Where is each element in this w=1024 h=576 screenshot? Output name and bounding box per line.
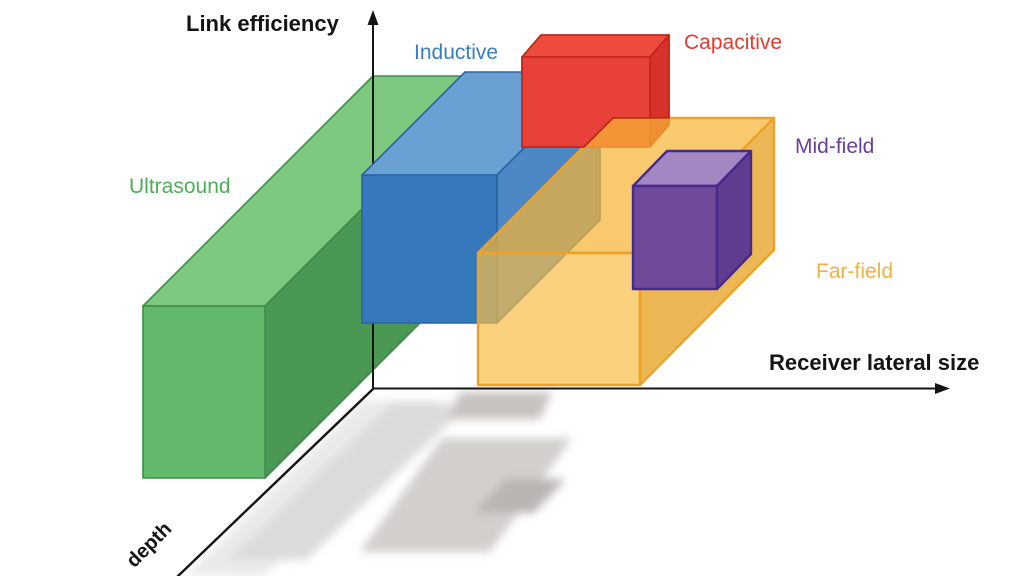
mid-field-box bbox=[631, 149, 753, 291]
ground-shadows bbox=[186, 392, 572, 576]
capacitive-box-front-pure bbox=[521, 56, 651, 148]
shadow-far-field bbox=[360, 438, 572, 552]
capacitive-box-top-pure bbox=[521, 34, 670, 58]
x-axis-arrow bbox=[935, 383, 950, 394]
z-axis-line bbox=[176, 388, 374, 576]
far-field-box-front bbox=[476, 251, 642, 387]
capacitive-box-protruding bbox=[521, 34, 670, 148]
y-axis-arrow bbox=[367, 10, 379, 25]
label-ultrasound: Ultrasound bbox=[129, 175, 231, 198]
label-mid-field: Mid-field bbox=[795, 135, 875, 158]
label-far-field: Far-field bbox=[816, 260, 894, 283]
shadow-capacitive bbox=[448, 392, 552, 419]
label-capacitive: Capacitive bbox=[684, 31, 783, 54]
label-inductive: Inductive bbox=[414, 41, 499, 64]
ultrasound-box-front bbox=[142, 305, 266, 479]
shadow-inductive bbox=[228, 403, 470, 560]
inductive-box-front bbox=[361, 174, 498, 324]
shadow-mid-field bbox=[474, 479, 566, 513]
mid-field-box-front bbox=[631, 184, 719, 291]
x-axis-title: Receiver lateral size bbox=[769, 350, 980, 375]
y-axis-title: Link efficiency bbox=[186, 11, 339, 36]
